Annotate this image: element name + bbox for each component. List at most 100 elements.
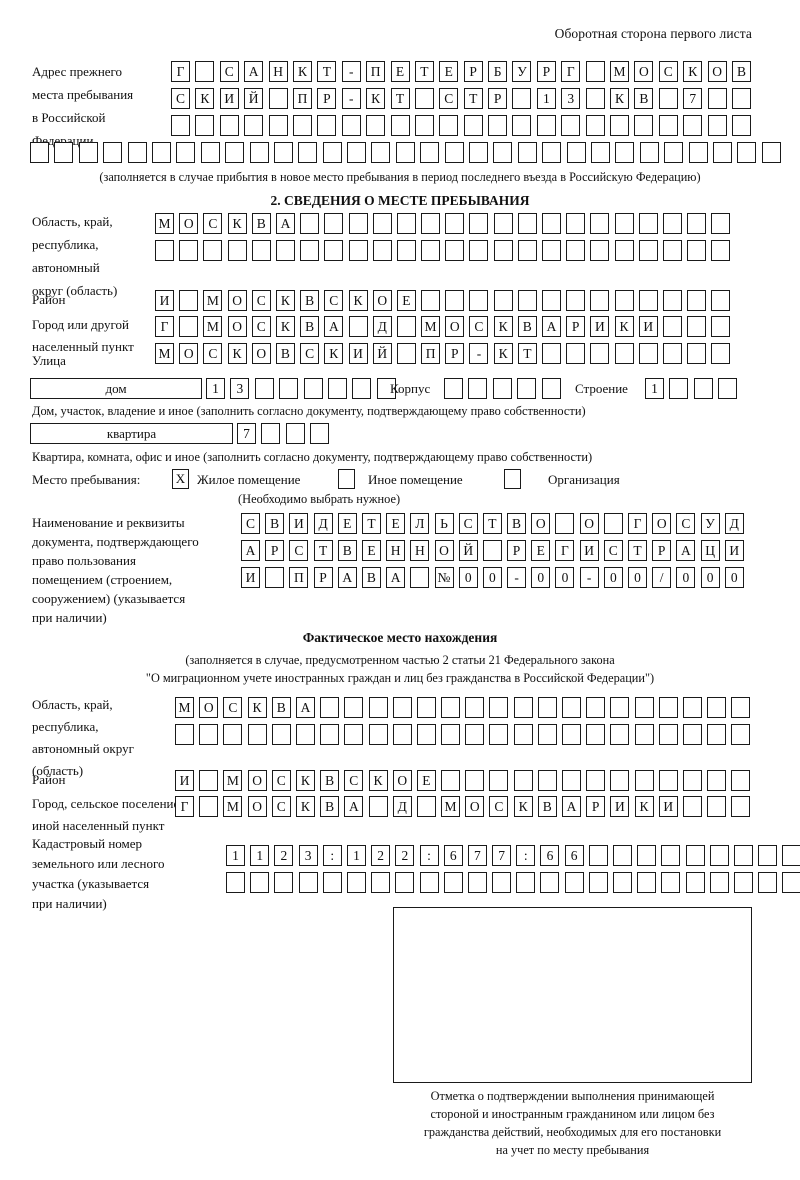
al-region-r1-cell-10[interactable] xyxy=(392,697,412,718)
city-cell-4[interactable]: О xyxy=(227,316,247,337)
prev-address-r1-cell-8[interactable]: - xyxy=(341,61,361,82)
district-cell-13[interactable] xyxy=(445,290,465,311)
cadastre-r2-cell-19[interactable] xyxy=(661,872,681,893)
cadastre-r2-cell-7[interactable] xyxy=(371,872,391,893)
prev-address-r3-cell-16[interactable] xyxy=(536,115,556,136)
checkbox-other-premises[interactable] xyxy=(338,469,355,489)
al-region-r2-cell-19[interactable] xyxy=(610,724,630,745)
doc-r2-cell-9[interactable]: О xyxy=(434,540,454,561)
doc-r3-cell-1[interactable]: И xyxy=(241,567,260,588)
al-city-cell-20[interactable]: К xyxy=(634,796,654,817)
district-cell-9[interactable]: К xyxy=(348,290,368,311)
prev-address-r1-cell-2[interactable] xyxy=(195,61,215,82)
cadastre-r2-cell-10[interactable] xyxy=(443,872,463,893)
prev-address-r2-cell-24[interactable] xyxy=(731,88,751,109)
cadastre-r1-cell-1[interactable]: 1 xyxy=(226,845,245,866)
prev-address-r2-cell-14[interactable]: Р xyxy=(488,88,508,109)
prev-address-r4-cell-24[interactable] xyxy=(590,142,610,163)
doc-r2-cell-5[interactable]: В xyxy=(337,540,357,561)
district-cell-21[interactable] xyxy=(638,290,658,311)
al-city-cell-15[interactable]: К xyxy=(513,796,533,817)
house-cell-1[interactable]: 1 xyxy=(206,378,225,399)
al-region-r2-cell-21[interactable] xyxy=(658,724,678,745)
prev-address-r2-cell-11[interactable] xyxy=(414,88,434,109)
prev-address-r3-cell-6[interactable] xyxy=(292,115,312,136)
region-r2-cell-24[interactable] xyxy=(711,240,731,261)
prev-address-r3-cell-20[interactable] xyxy=(634,115,654,136)
al-district-cell-2[interactable] xyxy=(199,770,219,791)
district-cell-3[interactable]: М xyxy=(203,290,223,311)
region-r1-cell-16[interactable] xyxy=(517,213,537,234)
al-region-r2-cell-3[interactable] xyxy=(223,724,243,745)
al-region-r2-cell-20[interactable] xyxy=(634,724,654,745)
doc-r1-cell-5[interactable]: Е xyxy=(337,513,357,534)
flat-cell-1[interactable]: 7 xyxy=(237,423,256,444)
prev-address-r2-cell-4[interactable]: Й xyxy=(244,88,264,109)
prev-address-r1-cell-14[interactable]: Б xyxy=(488,61,508,82)
district-cell-8[interactable]: С xyxy=(324,290,344,311)
street-cell-4[interactable]: К xyxy=(227,343,247,364)
al-city-cell-7[interactable]: В xyxy=(320,796,340,817)
al-district-cell-14[interactable] xyxy=(489,770,509,791)
al-city-cell-12[interactable]: М xyxy=(441,796,461,817)
street-cell-3[interactable]: С xyxy=(203,343,223,364)
al-city-cell-9[interactable] xyxy=(368,796,388,817)
doc-r2-cell-20[interactable]: Ц xyxy=(700,540,720,561)
doc-r2-cell-8[interactable]: Н xyxy=(410,540,430,561)
doc-r2-cell-10[interactable]: Й xyxy=(458,540,478,561)
al-region-r1-cell-17[interactable] xyxy=(562,697,581,718)
prev-address-r2-cell-17[interactable]: 3 xyxy=(561,88,581,109)
region-r1-cell-2[interactable]: О xyxy=(179,213,199,234)
region-r1-cell-19[interactable] xyxy=(590,213,610,234)
al-region-r1-cell-13[interactable] xyxy=(465,697,485,718)
cadastre-r1-cell-4[interactable]: 3 xyxy=(298,845,318,866)
cadastre-r1-cell-12[interactable]: 7 xyxy=(492,845,512,866)
cadastre-r2-cell-17[interactable] xyxy=(613,872,632,893)
prev-address-r4-cell-14[interactable] xyxy=(347,142,367,163)
region-r2-cell-12[interactable] xyxy=(421,240,441,261)
prev-address-r3-cell-8[interactable] xyxy=(341,115,361,136)
region-r1-cell-23[interactable] xyxy=(687,213,707,234)
al-district-cell-20[interactable] xyxy=(634,770,654,791)
city-cell-7[interactable]: В xyxy=(300,316,320,337)
prev-address-row-3[interactable] xyxy=(171,115,756,136)
al-region-r2-cell-23[interactable] xyxy=(707,724,727,745)
region-r2-cell-5[interactable] xyxy=(251,240,271,261)
prev-address-r3-cell-21[interactable] xyxy=(658,115,678,136)
region-r2-cell-18[interactable] xyxy=(566,240,586,261)
prev-address-r1-cell-3[interactable]: С xyxy=(219,61,239,82)
doc-r3-cell-17[interactable]: 0 xyxy=(628,567,647,588)
cadastre-r2-cell-4[interactable] xyxy=(298,872,318,893)
region-row-2[interactable] xyxy=(155,240,736,261)
cadastre-r2-cell-9[interactable] xyxy=(419,872,439,893)
region-r1-cell-3[interactable]: С xyxy=(203,213,223,234)
house-cell-6[interactable] xyxy=(327,378,347,399)
al-district-cell-24[interactable] xyxy=(731,770,751,791)
region-r1-cell-20[interactable] xyxy=(614,213,634,234)
al-region-r1-cell-7[interactable] xyxy=(320,697,340,718)
doc-r2-cell-13[interactable]: Е xyxy=(531,540,551,561)
region-r2-cell-4[interactable] xyxy=(227,240,247,261)
street-cell-9[interactable]: И xyxy=(348,343,368,364)
cadastre-r1-cell-10[interactable]: 6 xyxy=(443,845,463,866)
doc-r3-cell-7[interactable]: А xyxy=(386,567,406,588)
doc-r1-cell-7[interactable]: Е xyxy=(386,513,406,534)
prev-address-r4-cell-19[interactable] xyxy=(469,142,489,163)
doc-r3-cell-21[interactable]: 0 xyxy=(724,567,744,588)
region-r2-cell-11[interactable] xyxy=(396,240,416,261)
region-r2-cell-23[interactable] xyxy=(687,240,707,261)
region-r2-cell-3[interactable] xyxy=(203,240,223,261)
al-region-r2-cell-11[interactable] xyxy=(416,724,436,745)
city-cell-20[interactable]: К xyxy=(614,316,634,337)
prev-address-r1-cell-7[interactable]: Т xyxy=(317,61,337,82)
cadastre-r2-cell-23[interactable] xyxy=(758,872,778,893)
prev-address-r2-cell-21[interactable] xyxy=(658,88,678,109)
korpus-cell-4[interactable] xyxy=(517,378,537,399)
al-district-cell-19[interactable] xyxy=(610,770,630,791)
al-region-r2-cell-4[interactable] xyxy=(247,724,267,745)
region-r2-cell-9[interactable] xyxy=(348,240,368,261)
checkbox-organization[interactable] xyxy=(504,469,521,489)
al-district-cell-3[interactable]: М xyxy=(223,770,243,791)
flat-cell-4[interactable] xyxy=(310,423,330,444)
